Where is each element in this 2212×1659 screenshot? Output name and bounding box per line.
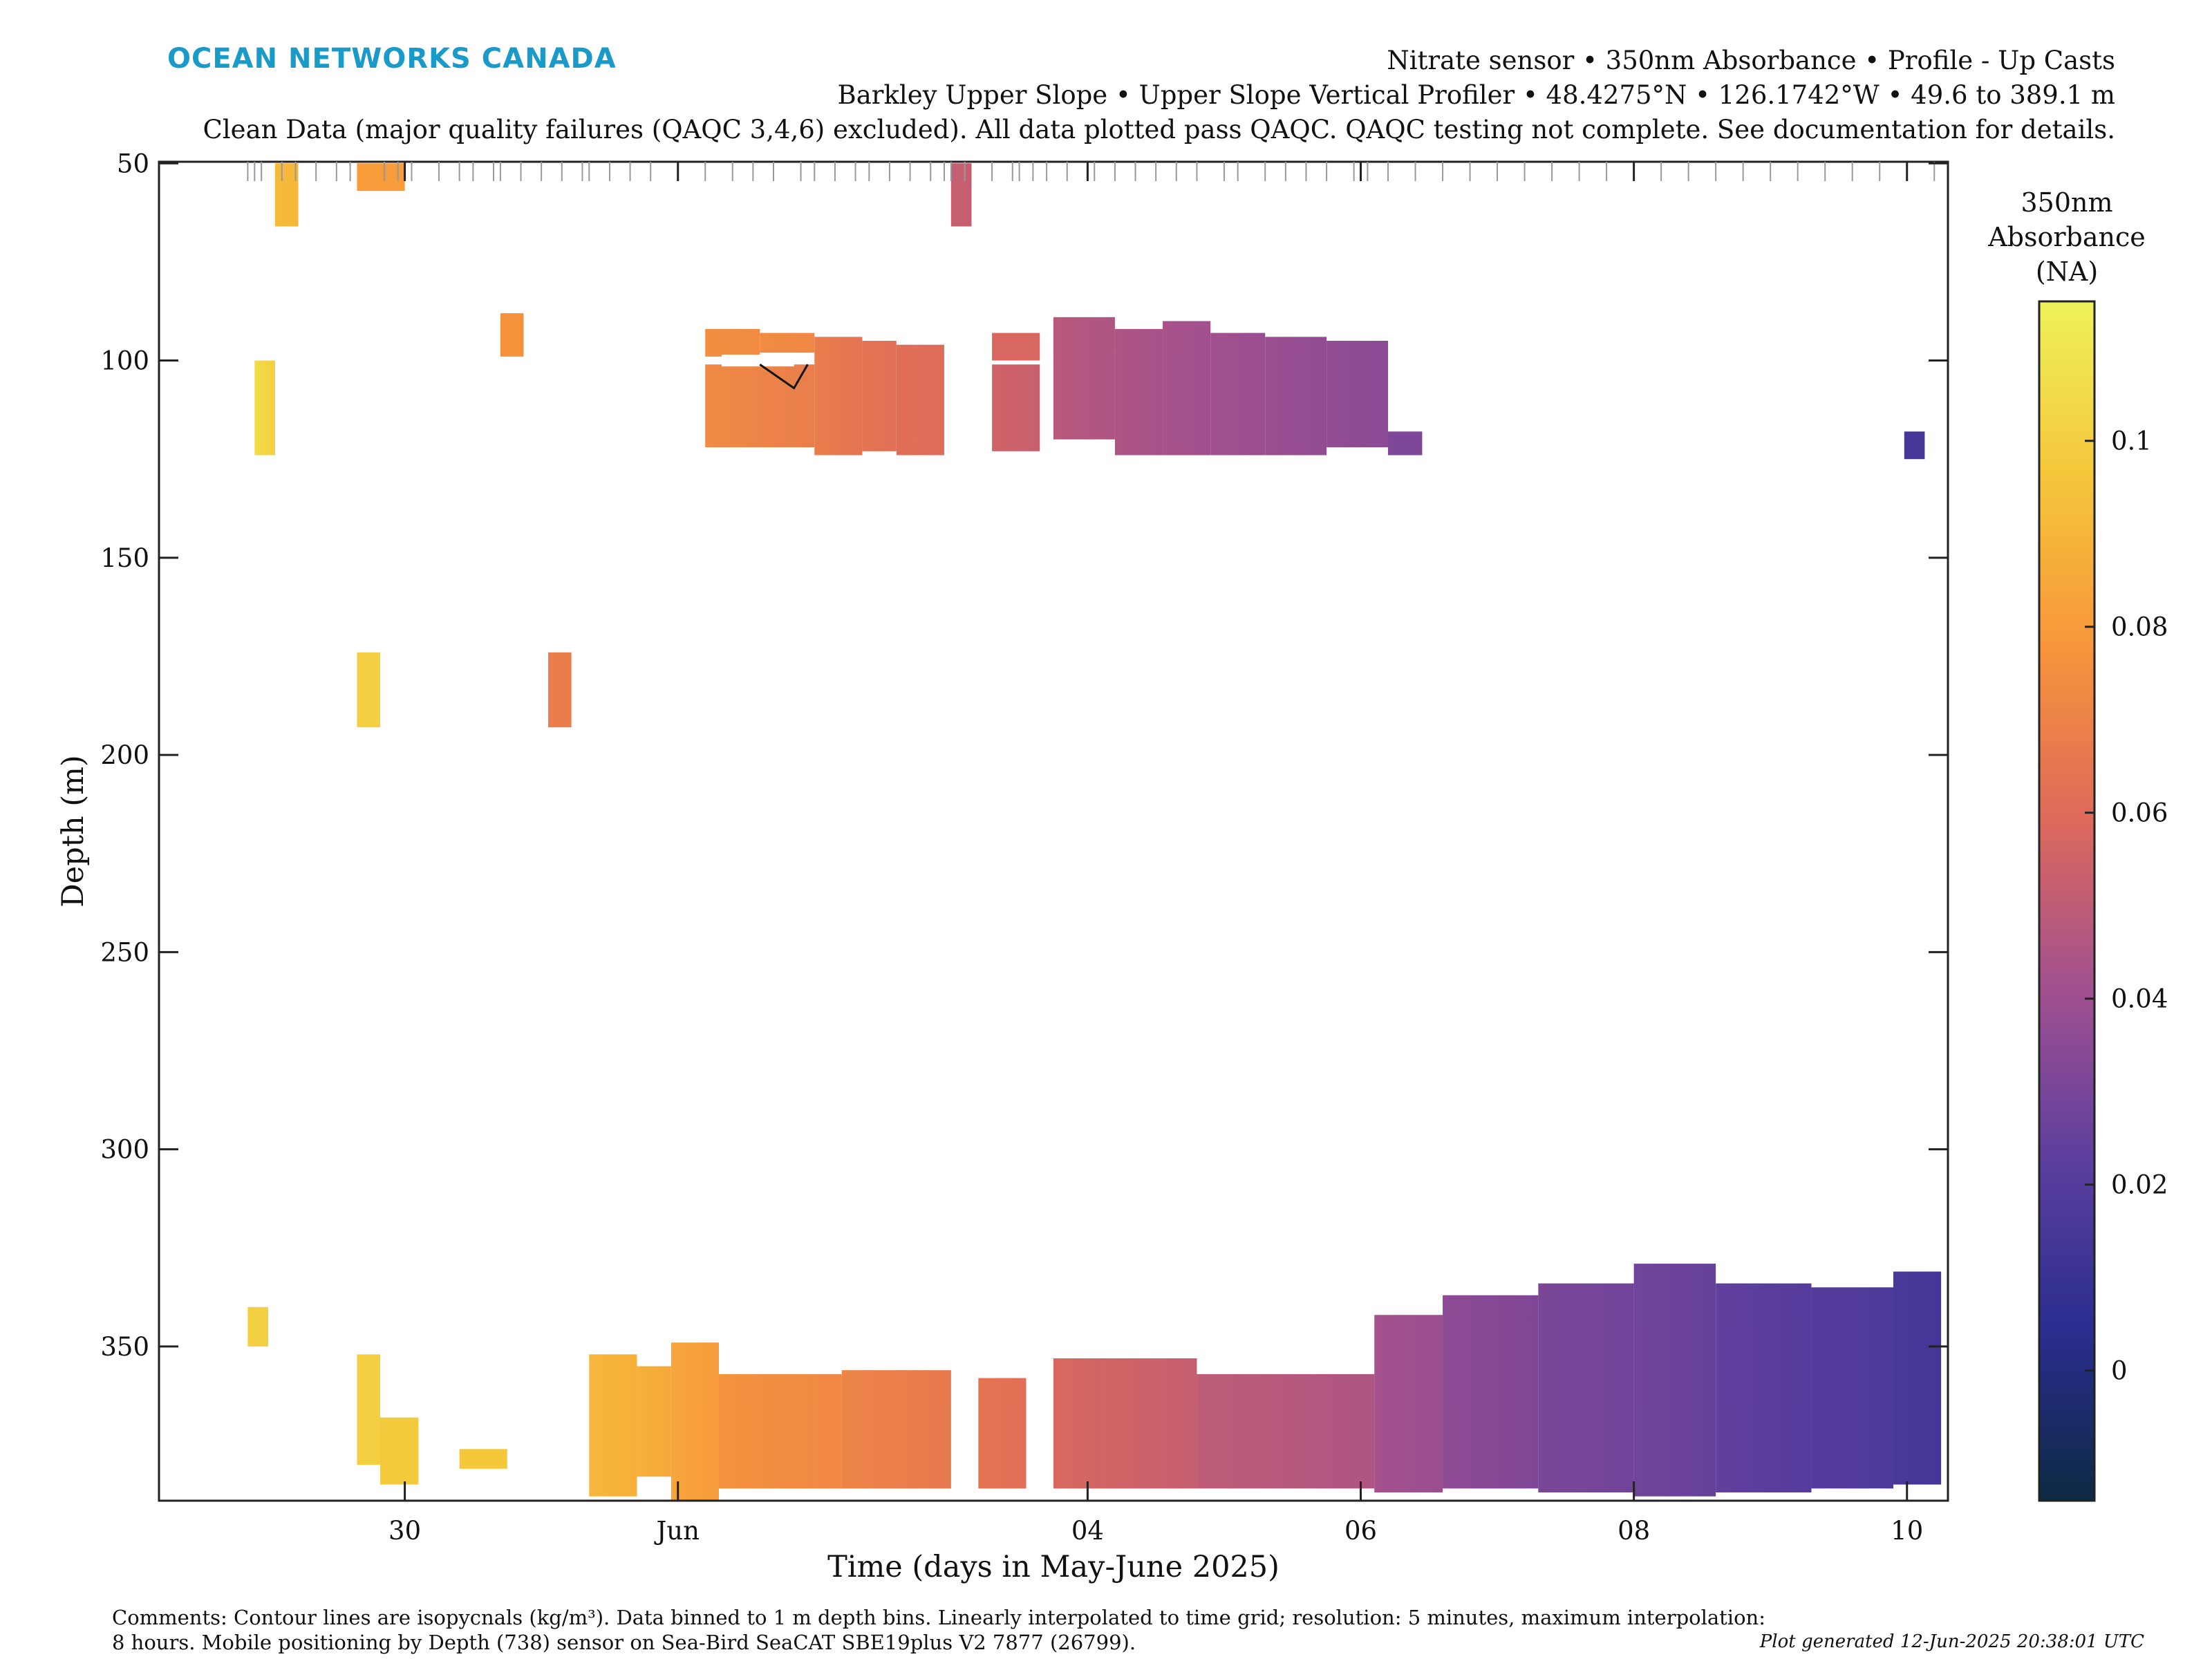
- x-axis-label: Time (days in May-June 2025): [827, 1550, 1280, 1584]
- data-segment-35: [1374, 1315, 1443, 1493]
- data-segment-12: [950, 163, 972, 227]
- colorbar-title-line-2: Absorbance: [1987, 222, 2146, 252]
- data-segment-39: [1716, 1283, 1812, 1493]
- colorbar: [2038, 300, 2096, 1502]
- plot-title-line-1: Nitrate sensor • 350nm Absorbance • Prof…: [1387, 46, 2115, 75]
- data-segment-41: [1893, 1271, 1942, 1485]
- data-segment-15: [1053, 317, 1115, 440]
- plot-generated-timestamp: Plot generated 12-Jun-2025 20:38:01 UTC: [1759, 1631, 2144, 1652]
- data-segment-7: [760, 332, 815, 353]
- data-segment-17: [1163, 321, 1211, 456]
- y-tick-label-250: 250: [100, 937, 149, 967]
- data-segment-5: [548, 652, 572, 728]
- data-segment-31: [841, 1370, 951, 1489]
- data-segment-26: [459, 1449, 507, 1469]
- ocean-networks-canada-logo: OCEAN NETWORKS CANADA: [167, 43, 617, 75]
- plot-title-line-3: Clean Data (major quality failures (QAQC…: [203, 115, 2115, 144]
- y-tick-label-300: 300: [100, 1135, 149, 1165]
- data-segment-37: [1538, 1283, 1634, 1493]
- data-segment-14: [992, 364, 1040, 451]
- data-segment-3: [357, 652, 381, 728]
- plot-title-line-2: Barkley Upper Slope • Upper Slope Vertic…: [837, 80, 2115, 110]
- data-segment-40: [1811, 1287, 1893, 1489]
- data-segment-36: [1443, 1295, 1539, 1489]
- isopycnal-contour: [759, 364, 809, 390]
- data-segment-30: [718, 1374, 842, 1489]
- data-segment-1: [274, 163, 299, 227]
- colorbar-tick-label-1: 0.02: [2111, 1170, 2168, 1200]
- colorbar-tick-label-4: 0.08: [2111, 612, 2168, 642]
- comments-line-2: 8 hours. Mobile positioning by Depth (73…: [112, 1631, 1136, 1654]
- data-segment-11: [896, 344, 944, 456]
- x-tick-label-0: 30: [388, 1516, 421, 1546]
- data-segment-10: [862, 341, 897, 451]
- data-segment-38: [1633, 1264, 1716, 1497]
- y-tick-label-350: 350: [100, 1332, 149, 1362]
- x-tick-label-4: 08: [1618, 1516, 1650, 1546]
- colorbar-tick-label-3: 0.06: [2111, 798, 2168, 828]
- data-segment-32: [978, 1378, 1027, 1489]
- y-axis-label: Depth (m): [56, 755, 91, 907]
- data-segment-33: [1053, 1358, 1197, 1489]
- data-segment-34: [1197, 1374, 1375, 1489]
- data-segment-8: [705, 364, 815, 448]
- data-segment-2: [357, 163, 405, 191]
- data-segment-4: [500, 313, 524, 357]
- data-segments: [247, 163, 1942, 1501]
- data-segment-28: [637, 1366, 671, 1477]
- cast-markers: [247, 162, 1936, 181]
- data-segment-27: [589, 1354, 637, 1497]
- y-tick-label-200: 200: [100, 740, 149, 770]
- data-segment-23: [247, 1306, 269, 1347]
- data-segment-16: [1114, 328, 1163, 456]
- y-tick-label-150: 150: [100, 543, 149, 573]
- data-segment-0: [254, 360, 275, 456]
- colorbar-title-line-3: (NA): [2036, 256, 2098, 287]
- y-tick-label-50: 50: [117, 149, 149, 178]
- colorbar-tick-label-2: 0.04: [2111, 984, 2168, 1014]
- comments-line-1: Comments: Contour lines are isopycnals (…: [112, 1606, 1765, 1629]
- x-tick-label-5: 10: [1891, 1516, 1923, 1546]
- data-segment-22: [1904, 431, 1925, 460]
- x-tick-label-2: 04: [1071, 1516, 1104, 1546]
- y-tick-label-100: 100: [100, 346, 149, 376]
- data-segment-19: [1265, 337, 1327, 456]
- x-tick-label-1: Jun: [653, 1516, 700, 1546]
- data-segment-6: [705, 328, 760, 357]
- data-segment-25: [380, 1417, 419, 1485]
- plot-frame: [158, 160, 1949, 1502]
- colorbar-tick-label-5: 0.1: [2111, 427, 2152, 456]
- colorbar-title-line-1: 350nm: [2021, 187, 2112, 218]
- data-segment-24: [357, 1354, 381, 1465]
- data-segment-21: [1388, 431, 1423, 456]
- data-segment-9: [814, 337, 863, 456]
- data-segment-13: [992, 332, 1040, 361]
- data-segment-20: [1327, 341, 1389, 448]
- data-gap: [721, 354, 794, 367]
- x-tick-label-3: 06: [1344, 1516, 1377, 1546]
- data-segment-18: [1210, 332, 1266, 456]
- data-segment-29: [671, 1342, 719, 1501]
- colorbar-tick-label-0: 0: [2111, 1356, 2128, 1386]
